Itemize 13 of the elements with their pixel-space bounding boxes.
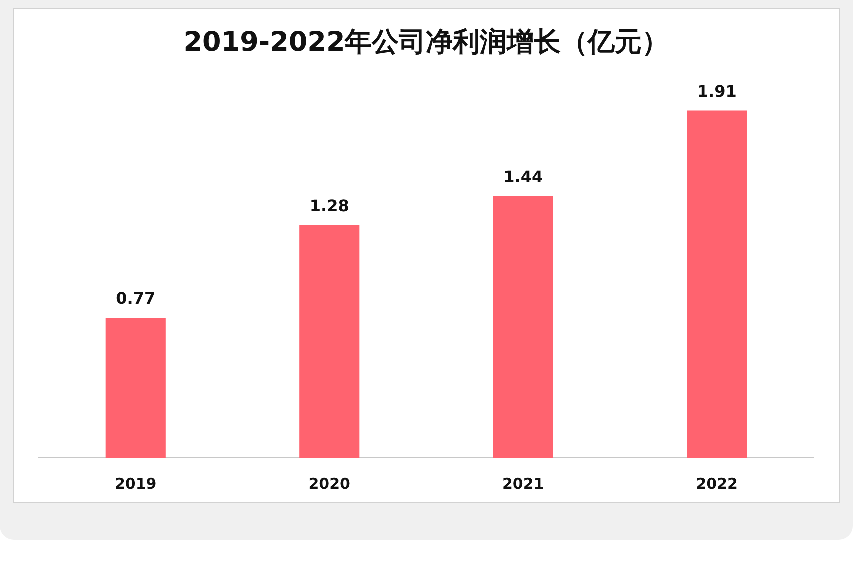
x-tick-label: 2022	[696, 474, 738, 493]
bar	[493, 196, 554, 458]
x-tick-label: 2021	[502, 474, 544, 493]
bar	[687, 110, 748, 458]
x-tick-label: 2020	[308, 474, 350, 493]
data-label: 1.91	[697, 82, 737, 101]
chart-title: 2019-2022年公司净利润增长（亿元）	[184, 27, 670, 58]
data-label: 1.28	[310, 196, 350, 216]
bar	[300, 225, 360, 458]
bar	[106, 318, 166, 458]
data-label: 1.44	[504, 167, 544, 186]
data-label: 0.77	[116, 289, 156, 308]
x-tick-label: 2019	[115, 474, 157, 493]
